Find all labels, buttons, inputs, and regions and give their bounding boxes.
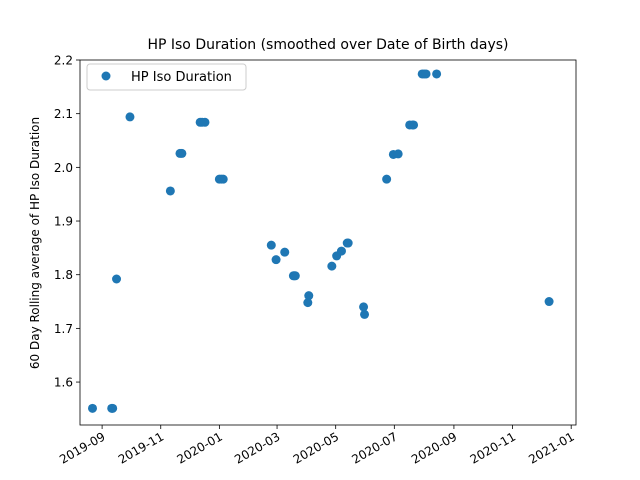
data-point <box>271 255 281 265</box>
y-tick-label: 2.1 <box>54 107 73 121</box>
x-tick-label: 2020-01 <box>174 429 224 466</box>
data-point <box>88 403 97 413</box>
y-tick-label: 2.0 <box>54 161 73 175</box>
data-point <box>290 271 300 281</box>
x-tick-label: 2019-09 <box>57 429 107 466</box>
data-point <box>165 186 175 196</box>
data-point <box>303 298 313 308</box>
data-point <box>177 148 187 158</box>
legend-frame <box>86 63 247 91</box>
data-point <box>343 238 353 248</box>
data-point <box>382 174 392 184</box>
data-point <box>200 117 210 127</box>
x-tick-label: 2021-01 <box>526 429 576 466</box>
data-point <box>544 297 554 307</box>
x-tick-label: 2020-11 <box>468 429 518 466</box>
x-tick-label: 2020-07 <box>349 429 399 466</box>
x-tick-label: 2020-09 <box>409 429 459 466</box>
data-point <box>218 174 228 184</box>
y-axis-label: 60 Day Rolling average of HP Iso Duratio… <box>28 117 42 369</box>
data-point <box>112 274 122 284</box>
data-point <box>421 69 431 79</box>
legend-marker <box>101 71 111 81</box>
data-point <box>304 291 314 301</box>
chart-title: HP Iso Duration (smoothed over Date of B… <box>147 37 508 53</box>
x-tick-label: 2020-05 <box>291 429 341 466</box>
data-point <box>359 302 369 312</box>
data-point <box>432 69 442 79</box>
y-tick-label: 1.6 <box>54 376 73 390</box>
axes-frame <box>79 59 577 426</box>
y-tick-label: 1.9 <box>54 215 73 229</box>
data-point <box>409 120 419 130</box>
y-tick-label: 1.7 <box>54 322 73 336</box>
data-point <box>327 261 337 271</box>
y-tick-label: 2.2 <box>54 54 73 68</box>
data-point <box>336 246 346 256</box>
data-point <box>266 240 276 250</box>
x-tick-label: 2020-03 <box>232 429 282 466</box>
data-point <box>393 149 403 159</box>
legend: HP Iso Duration <box>86 63 247 91</box>
data-point <box>360 309 370 319</box>
data-point <box>108 403 118 413</box>
legend-label: HP Iso Duration <box>131 70 232 85</box>
data-point <box>280 247 290 257</box>
data-point <box>125 112 135 122</box>
x-tick-label: 2019-11 <box>116 429 166 466</box>
y-tick-label: 1.8 <box>54 268 73 282</box>
